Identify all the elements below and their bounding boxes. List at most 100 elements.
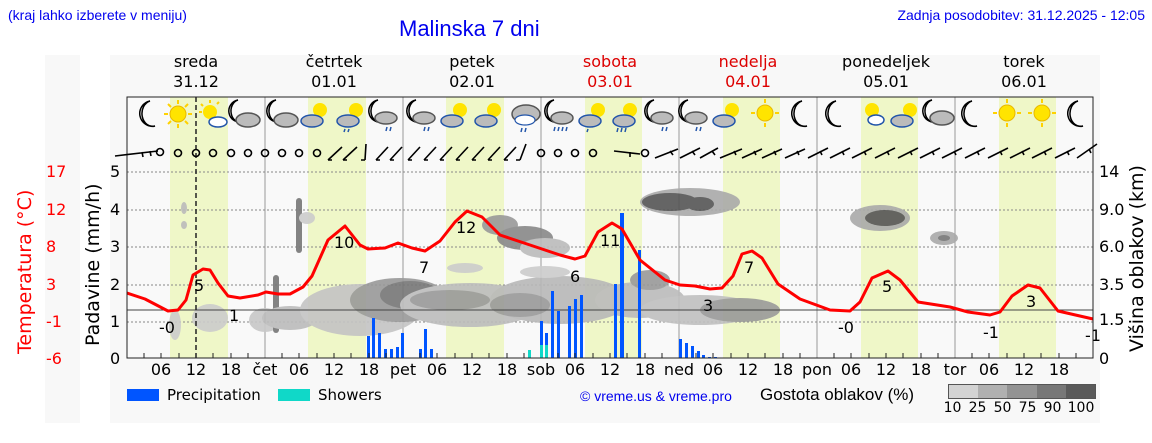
x-tick: pet	[389, 360, 417, 379]
x-tick: 12	[875, 360, 897, 379]
showers-legend-label: Showers	[318, 386, 382, 404]
cloud-height-tick: 6.0	[1099, 237, 1125, 256]
daylight-bands	[170, 97, 1056, 358]
cloud-height-tick: 0	[1099, 349, 1110, 368]
moon-cloud-rain-icon	[678, 99, 708, 132]
precipitation-legend-swatch	[127, 389, 159, 401]
day-header: četrtek 01.01	[305, 52, 363, 91]
x-tick: 06	[426, 360, 448, 379]
x-tick: 18	[910, 360, 932, 379]
cloud-density	[169, 188, 958, 340]
temp-tick: 8	[46, 237, 57, 256]
svg-text:5: 5	[194, 276, 204, 295]
x-tick: 18	[496, 360, 518, 379]
temp-tick: 12	[46, 200, 67, 219]
moon-cloud-rain-icon	[406, 99, 436, 132]
svg-text:-1: -1	[983, 323, 999, 342]
day-header: nedelja 04.01	[718, 52, 778, 91]
x-tick: 12	[737, 360, 759, 379]
x-tick: 06	[288, 360, 310, 379]
day-header: ponedeljek 05.01	[842, 52, 930, 91]
copyright-link[interactable]: © vreme.us & vreme.pro	[580, 388, 732, 404]
sun-cloud-rain-icon	[336, 103, 363, 133]
svg-text:11: 11	[600, 231, 620, 250]
moon-icon	[825, 100, 842, 128]
precip-tick: 1	[110, 312, 121, 331]
sun-cloud-icon	[890, 103, 917, 128]
x-tick: ned	[663, 360, 695, 379]
svg-text:7: 7	[419, 258, 429, 277]
temp-tick: 3	[46, 275, 57, 294]
x-tick: 18	[1048, 360, 1070, 379]
wind-barbs	[114, 143, 1098, 161]
day-header: sobota 03.01	[582, 52, 638, 91]
shower-bars	[528, 345, 548, 358]
temperature-labels: -0 5 1 10 7 12 6 11 3 7 -0 5 -1 3 -1	[159, 218, 1101, 345]
x-tick: 06	[564, 360, 586, 379]
x-tick: pon	[801, 360, 833, 379]
sun-cloud-icon	[865, 103, 885, 126]
sun-icon	[164, 100, 192, 128]
svg-text:5: 5	[882, 277, 892, 296]
last-update: Zadnja posodobitev: 31.12.2025 - 12:05	[897, 7, 1145, 23]
cloud-density-scale	[948, 384, 1096, 399]
x-tick: tor	[943, 360, 967, 379]
sun-cloud-icon	[712, 103, 739, 128]
precip-tick: 4	[110, 200, 121, 219]
moon-cloud-icon	[922, 99, 955, 126]
day-header: sreda 31.12	[173, 52, 219, 91]
sun-cloud-icon	[440, 103, 467, 128]
cloud-height-tick: 9.0	[1099, 200, 1125, 219]
weather-icons	[139, 99, 1084, 133]
x-tick: 06	[150, 360, 172, 379]
svg-text:3: 3	[703, 296, 713, 315]
temp-tick: -1	[46, 312, 62, 331]
x-tick: 18	[772, 360, 794, 379]
moon-cloud-rain-icon	[644, 99, 674, 132]
left-axis-panel	[45, 55, 80, 423]
x-tick: 06	[840, 360, 862, 379]
cloud-density-label: Gostota oblakov (%)	[760, 385, 915, 404]
x-tick: čet	[252, 360, 278, 379]
x-tick: 12	[185, 360, 207, 379]
precip-tick: 5	[110, 162, 121, 181]
sun-cloud-icon	[300, 103, 327, 128]
svg-text:7: 7	[744, 258, 754, 277]
svg-text:6: 6	[570, 267, 580, 286]
cloud-height-tick: 3.5	[1099, 275, 1125, 294]
cloud-rain-icon	[511, 104, 541, 133]
x-tick: 12	[599, 360, 621, 379]
precip-tick: 3	[110, 237, 121, 256]
x-tick: 18	[358, 360, 380, 379]
precipitation-legend-label: Precipitation	[167, 386, 261, 404]
x-tick: 12	[1013, 360, 1035, 379]
sun-icon	[1028, 99, 1056, 127]
x-tick: 18	[220, 360, 242, 379]
x-tick: sob	[526, 360, 556, 379]
precip-tick: 0	[110, 349, 121, 368]
svg-text:3: 3	[1026, 292, 1036, 311]
hour-ticks	[143, 353, 1077, 358]
showers-legend-swatch	[278, 389, 310, 401]
precipitation-bars	[367, 213, 717, 358]
page-title: Malinska 7 dni	[399, 16, 540, 41]
sun-icon	[751, 99, 779, 127]
moon-cloud-icon	[266, 99, 299, 128]
moon-cloud-heavy-rain-icon	[544, 99, 574, 132]
day-header: petek 02.01	[449, 52, 495, 91]
svg-text:12: 12	[456, 218, 476, 237]
svg-text:1: 1	[229, 306, 239, 325]
cloud-density-ticks: 10 25 50 75 90 100	[943, 400, 1095, 416]
x-tick: 06	[702, 360, 724, 379]
temperature-curve	[126, 209, 1094, 321]
sun-cloud-rain-icon	[578, 103, 605, 133]
moon-cloud-rain-icon	[368, 99, 398, 132]
cloud-height-tick: 1.5	[1099, 310, 1125, 329]
x-tick: 12	[323, 360, 345, 379]
temp-tick: -6	[46, 349, 62, 368]
temp-tick: 17	[46, 162, 67, 181]
svg-text:-0: -0	[159, 318, 175, 337]
sun-cloud-icon	[474, 103, 501, 128]
moon-icon	[791, 100, 808, 128]
